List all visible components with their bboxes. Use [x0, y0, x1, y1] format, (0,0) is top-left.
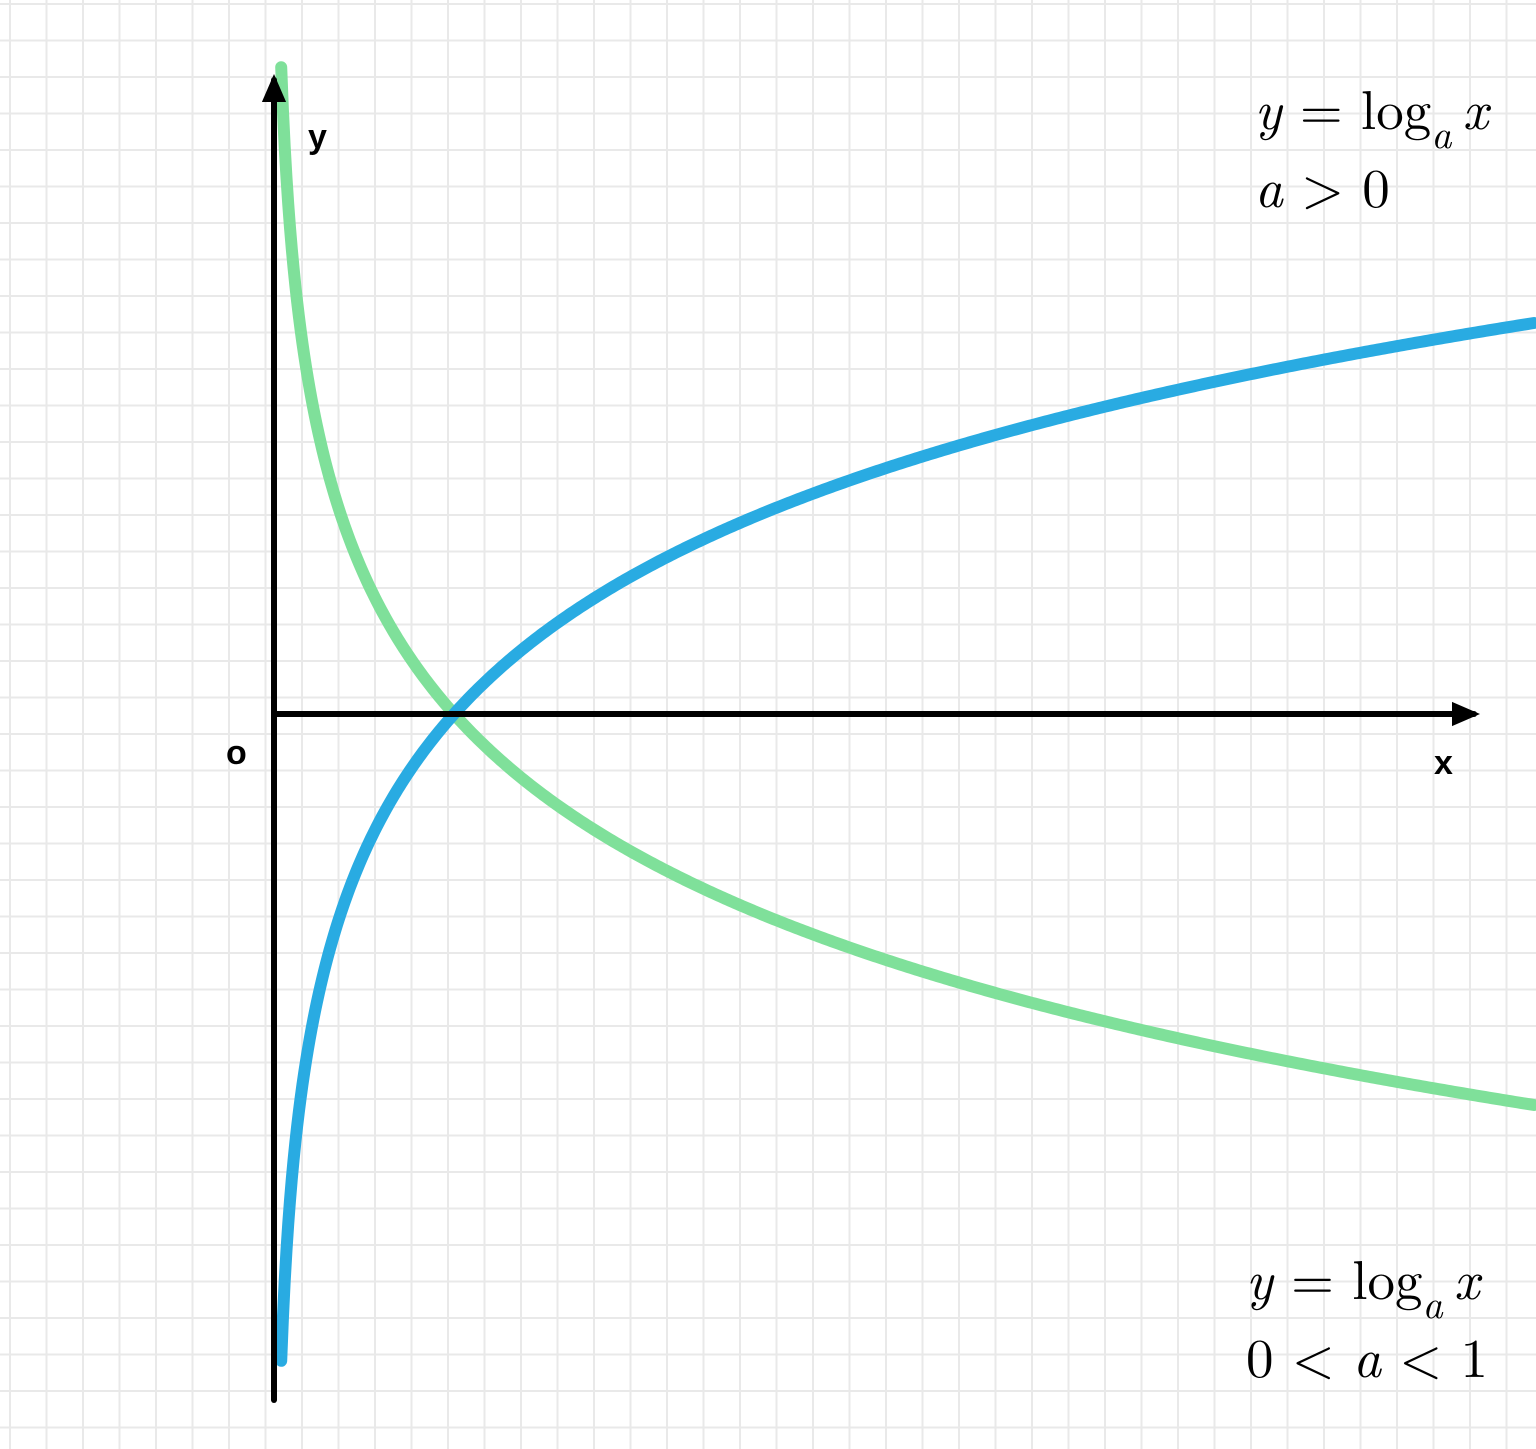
label-top-line1: y = loga x: [1255, 67, 1488, 145]
x-axis-label: x: [1434, 744, 1453, 783]
chart-container: y = loga x a > 0 y = loga x 0 < a < 1 y …: [0, 0, 1536, 1449]
y-axis-label: y: [308, 118, 327, 157]
label-bottom-line2: 0 < a < 1: [1246, 1315, 1488, 1393]
origin-label: o: [226, 734, 247, 773]
curve-label-0-lt-a-lt-1: y = loga x 0 < a < 1: [1246, 1242, 1488, 1389]
curve-label-a-gt-0: y = loga x a > 0: [1255, 72, 1488, 219]
x-axis-arrow: [1452, 702, 1480, 726]
label-top-line2: a > 0: [1255, 145, 1390, 223]
axes: [274, 80, 1474, 1400]
label-bottom-line1: y = loga x: [1246, 1237, 1479, 1315]
